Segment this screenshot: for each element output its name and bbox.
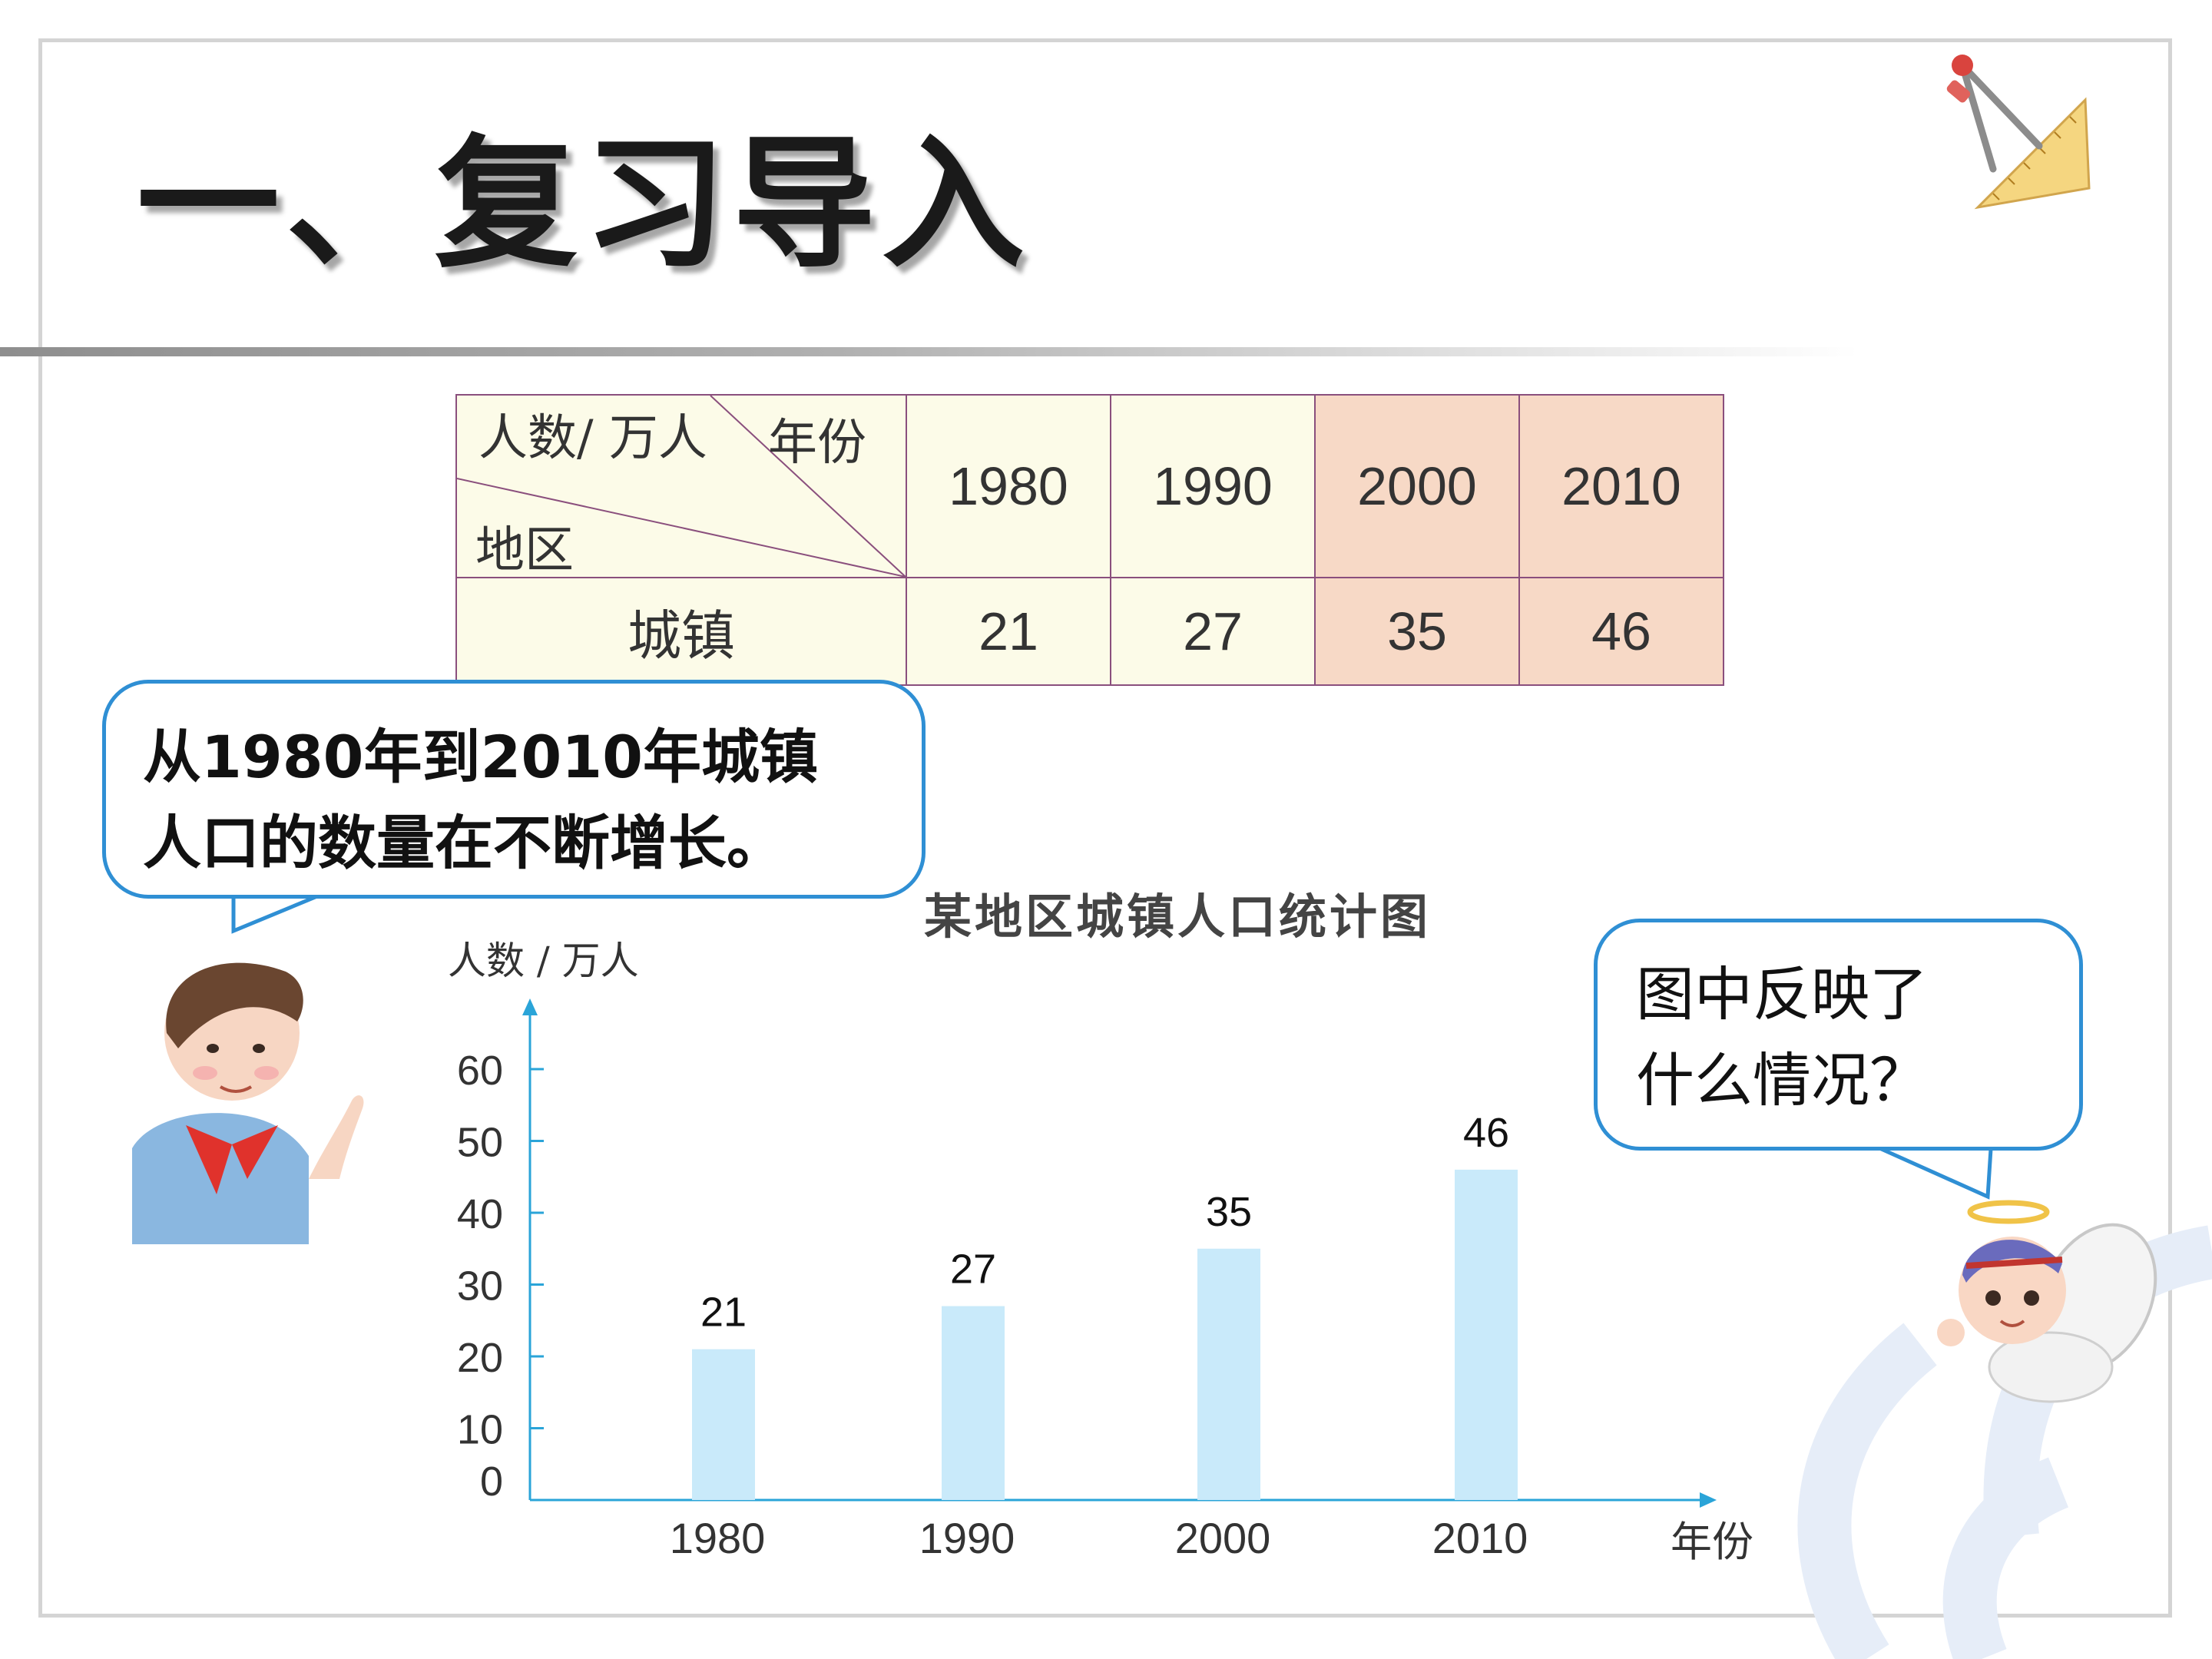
table-cell: 21: [906, 577, 1111, 686]
slide-title: 一、复习导入: [137, 119, 1031, 287]
table-cell: 46: [1518, 577, 1724, 686]
y-tick-label: 10: [457, 1407, 503, 1453]
bubble-tail-left: [230, 891, 327, 934]
table-cell: 35: [1314, 577, 1520, 686]
x-axis-label: 年份: [1671, 1518, 1753, 1566]
y-tick-label: 50: [457, 1120, 503, 1166]
table-header-year: 2010: [1518, 394, 1724, 578]
bar: [942, 1306, 1005, 1500]
corner-people-label: 人数/ 万人: [478, 410, 707, 467]
data-label: 46: [1463, 1110, 1509, 1156]
bar: [1455, 1169, 1518, 1500]
slide-frame: [38, 38, 2172, 1618]
population-table: 年份 人数/ 万人 地区 1980 1990 2000 2010 城镇 21 2…: [455, 394, 1724, 686]
bubble-text-line: 图中反映了: [1636, 960, 1928, 1028]
table-corner-header: 年份 人数/ 万人 地区: [455, 394, 907, 579]
x-tick-label: 1990: [919, 1514, 1015, 1562]
corner-year-label: 年份: [768, 415, 866, 472]
y-tick-label: 0: [480, 1459, 503, 1505]
corner-diagonals: [457, 396, 906, 577]
x-tick-label: 2000: [1175, 1514, 1271, 1562]
x-axis-arrow: [1700, 1492, 1717, 1508]
y-tick-label: 30: [457, 1263, 503, 1310]
bar: [1197, 1248, 1260, 1500]
bubble-text-line: 什么情况？: [1636, 1046, 1928, 1114]
x-tick-label: 1980: [670, 1514, 766, 1562]
bubble-text-line: 从1980年到2010年城镇: [143, 723, 819, 791]
boy-illustration: [132, 962, 364, 1244]
bar: [692, 1349, 755, 1500]
title-divider: [0, 347, 1859, 356]
angel-illustration: [1937, 1200, 2157, 1403]
data-label: 35: [1206, 1189, 1252, 1235]
corner-region-label: 地区: [475, 522, 574, 579]
table-header-year: 1990: [1110, 394, 1316, 578]
bubble-tail-right: [1874, 1145, 1993, 1200]
y-axis-arrow: [522, 998, 538, 1015]
compass-ruler-icon: [1946, 55, 2091, 210]
bubble-text-line: 人口的数量在不断增长。: [143, 809, 785, 877]
y-tick-label: 60: [457, 1048, 503, 1094]
chart-title: 某地区城镇人口统计图: [924, 889, 1432, 945]
table-header-year: 2000: [1314, 394, 1520, 578]
speech-bubble-angel: 图中反映了 什么情况？: [1594, 919, 2083, 1151]
y-tick-label: 20: [457, 1335, 503, 1381]
table-row-label: 城镇: [455, 577, 907, 686]
y-axis-label: 人数 / 万人: [448, 939, 639, 983]
table-cell: 27: [1110, 577, 1316, 686]
data-label: 27: [950, 1247, 996, 1293]
data-label: 21: [700, 1290, 747, 1336]
speech-bubble-boy: 从1980年到2010年城镇 人口的数量在不断增长。: [102, 680, 926, 899]
y-tick-label: 40: [457, 1191, 503, 1237]
x-tick-label: 2010: [1432, 1514, 1528, 1562]
table-header-year: 1980: [906, 394, 1111, 578]
